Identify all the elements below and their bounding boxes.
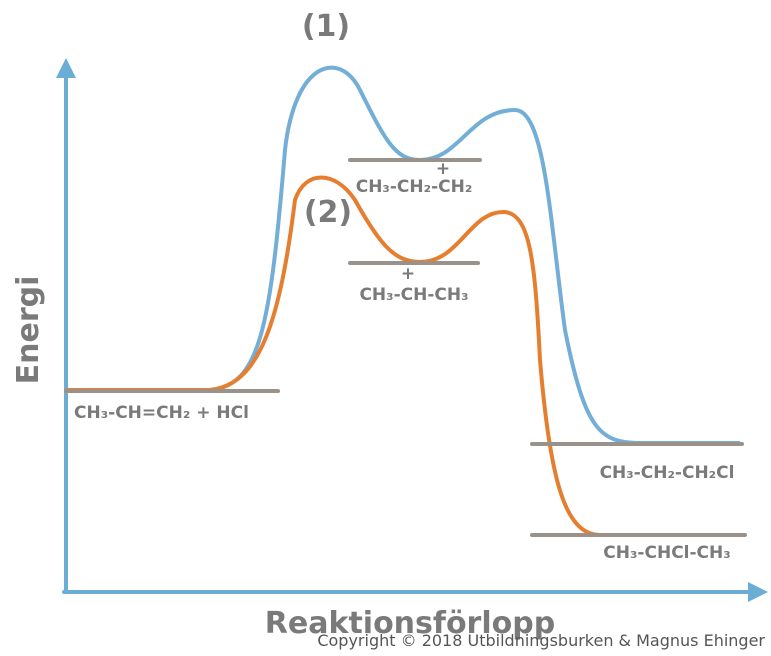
y-axis-label: Energi — [11, 276, 46, 385]
y-arrow — [56, 58, 76, 78]
level-label: CH₃-CH=CH₂ + HCl — [74, 403, 249, 423]
level-label: CH₃-CH-CH₃ — [359, 285, 468, 305]
copyright: Copyright © 2018 Utbildningsburken & Mag… — [317, 631, 765, 650]
charge: + — [401, 264, 415, 284]
peak-label: (2) — [304, 195, 352, 230]
charge: + — [436, 159, 450, 179]
x-axis-label: Reaktionsförlopp — [265, 606, 555, 641]
level-label: CH₃-CH₂-CH₂ — [356, 177, 473, 197]
x-arrow — [748, 582, 768, 602]
curve-1 — [66, 65, 740, 445]
peak-label: (1) — [302, 9, 350, 44]
curve-2 — [66, 175, 745, 537]
level-label: CH₃-CH₂-CH₂Cl — [600, 463, 735, 483]
level-label: CH₃-CHCl-CH₃ — [603, 543, 730, 563]
